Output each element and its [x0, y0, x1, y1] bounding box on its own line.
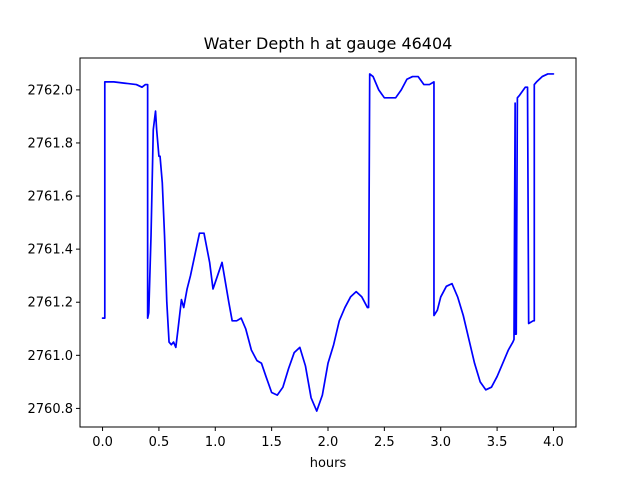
chart-title: Water Depth h at gauge 46404: [204, 34, 453, 53]
y-tick-label: 2761.4: [28, 243, 74, 258]
y-tick-label: 2761.8: [28, 136, 74, 151]
y-tick-label: 2760.8: [28, 402, 74, 417]
y-tick-label: 2762.0: [28, 83, 74, 98]
y-tick-label: 2761.6: [28, 190, 74, 205]
y-tick-label: 2761.2: [28, 296, 74, 311]
x-axis-label: hours: [310, 456, 347, 471]
plot-area: 0.0 0.5 1.0 1.5 2.0 2.5 3.0 3.5 4.0 2760.8 2761.0 2…: [28, 57, 577, 450]
x-tick-label: 3.5: [487, 435, 508, 450]
x-tick-label: 4.0: [543, 435, 564, 450]
x-tick-label: 3.0: [430, 435, 451, 450]
x-tick-label: 0.5: [149, 435, 170, 450]
x-tick-label: 1.5: [261, 435, 282, 450]
series-line-0: [101, 73, 555, 412]
x-tick-label: 0.0: [92, 435, 113, 450]
x-tick-label: 2.5: [374, 435, 395, 450]
x-tick-label: 1.0: [205, 435, 226, 450]
x-tick-label: 2.0: [318, 435, 339, 450]
y-tick-label: 2761.0: [28, 349, 74, 364]
